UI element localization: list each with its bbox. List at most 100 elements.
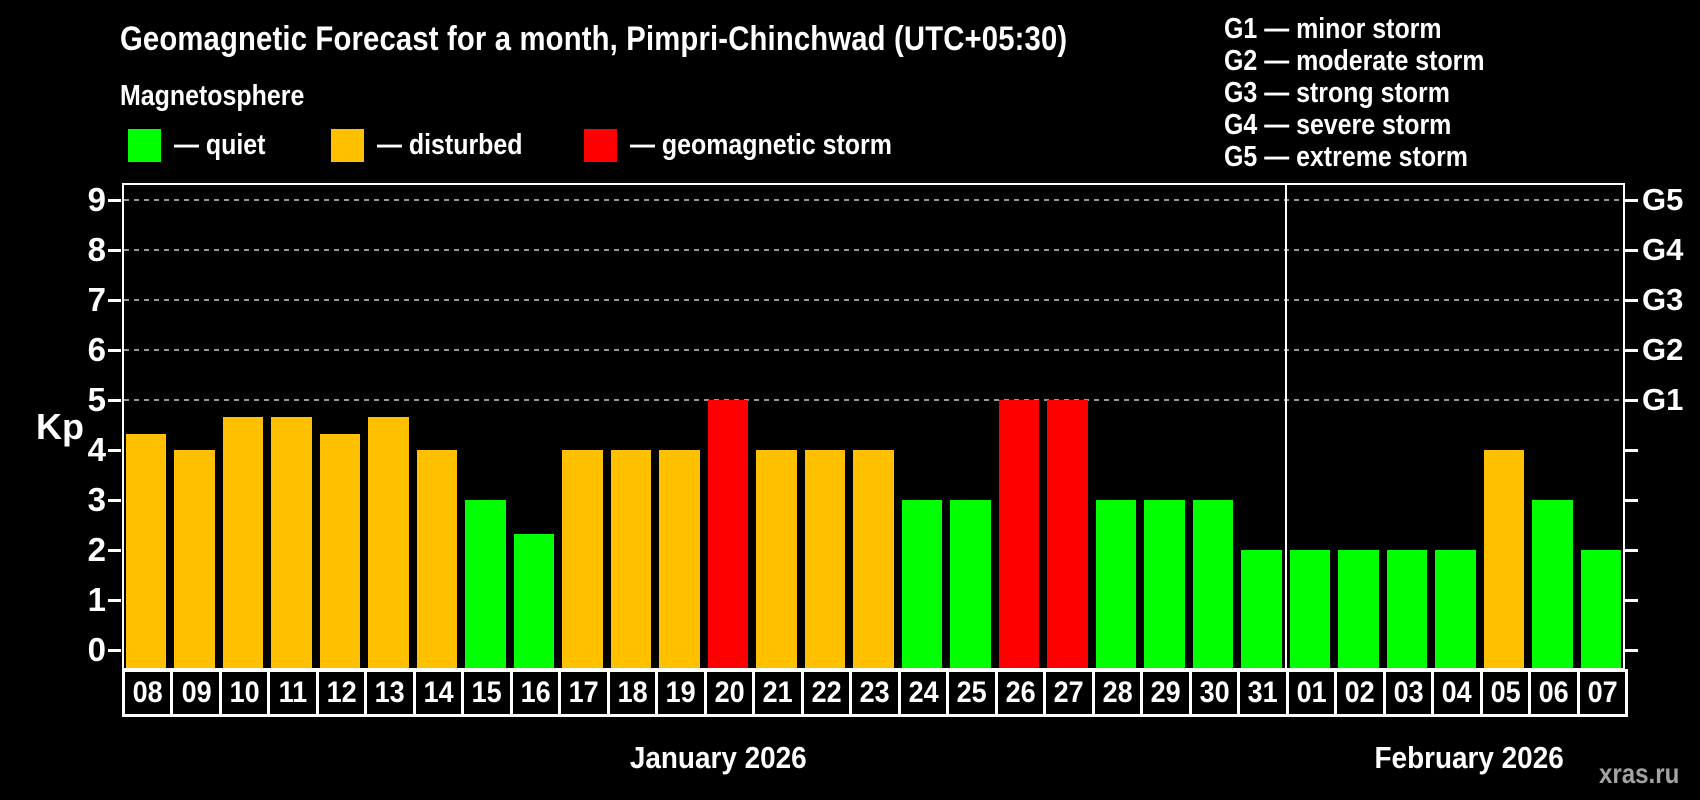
y-tick-mark-left — [108, 599, 121, 602]
y-tick-mark-left — [108, 399, 121, 402]
date-cell: 31 — [1237, 669, 1289, 717]
date-cell: 09 — [170, 669, 222, 717]
kp-bar — [1338, 550, 1379, 670]
date-cell-label: 18 — [617, 676, 648, 709]
y-tick-label: 5 — [87, 381, 106, 418]
date-cell: 03 — [1382, 669, 1435, 717]
kp-bar — [659, 450, 700, 670]
date-cell-label: 10 — [229, 676, 260, 709]
month-label-text: January 2026 — [629, 740, 807, 775]
date-cell-label: 24 — [908, 676, 939, 709]
kp-bar — [756, 450, 797, 670]
legend-item-label: — quiet — [174, 128, 266, 161]
date-cell: 14 — [412, 669, 465, 717]
date-cell: 13 — [364, 669, 416, 717]
date-cell-label: 22 — [811, 676, 842, 709]
y-tick-mark-left — [108, 449, 121, 452]
legend-item-disturbed: — disturbed — [331, 128, 546, 162]
storm-scale-line: G4 — severe storm — [1224, 109, 1527, 141]
kp-bar — [610, 450, 652, 670]
date-cell-label: 19 — [666, 676, 697, 709]
y-tick-mark-left — [108, 649, 121, 652]
kp-bar — [465, 500, 506, 670]
date-cell-label: 17 — [569, 676, 600, 709]
legend-item-quiet: — quiet — [128, 128, 280, 162]
kp-bar — [950, 500, 991, 670]
y-tick-mark-right — [1625, 349, 1638, 352]
y-tick-mark-left — [108, 549, 121, 552]
date-cell-label: 27 — [1053, 676, 1084, 709]
kp-bar — [804, 450, 846, 670]
date-cell-label: 25 — [956, 676, 987, 709]
date-cell-label: 02 — [1344, 676, 1375, 709]
date-cell-label: 21 — [762, 676, 794, 709]
storm-scale-line: G1 — minor storm — [1224, 13, 1527, 45]
storm-scale-text: G1 — minor storm — [1224, 13, 1442, 45]
g-scale-label-g1: G1 — [1642, 382, 1684, 417]
kp-bar — [513, 533, 555, 670]
date-cell-label: 05 — [1490, 676, 1521, 709]
date-cell: 07 — [1576, 669, 1628, 717]
legend-item-storm: — geomagnetic storm — [584, 128, 935, 162]
kp-bar — [853, 450, 894, 670]
date-cell-label: 08 — [132, 676, 163, 709]
gridline-kp-8 — [124, 249, 1623, 251]
kp-bar — [1192, 500, 1234, 670]
g-scale-label-g3: G3 — [1642, 282, 1684, 317]
date-cell: 17 — [558, 669, 610, 717]
date-cell: 23 — [849, 669, 901, 717]
date-cell: 20 — [703, 669, 756, 717]
date-cell: 06 — [1528, 669, 1580, 717]
date-cell: 29 — [1140, 669, 1192, 717]
date-cell-label: 30 — [1199, 676, 1230, 709]
y-axis-title: Kp — [36, 406, 84, 447]
date-cell: 15 — [461, 669, 513, 717]
month-separator-line — [1284, 183, 1287, 670]
storm-swatch-icon — [584, 128, 617, 162]
date-cell: 26 — [994, 669, 1047, 717]
y-tick-label: 2 — [87, 531, 106, 568]
date-cell-label: 12 — [326, 676, 357, 709]
date-cell-label: 07 — [1587, 676, 1618, 709]
date-cell-label: 28 — [1102, 676, 1133, 709]
g-scale-label-g5: G5 — [1642, 182, 1684, 217]
magnetosphere-legend: — quiet — disturbed — geomagnetic storm — [0, 128, 1100, 168]
date-cell: 08 — [122, 669, 174, 717]
quiet-swatch-icon — [128, 128, 161, 162]
date-cell: 11 — [267, 669, 319, 717]
y-tick-mark-left — [108, 499, 121, 502]
storm-scale-line: G5 — extreme storm — [1224, 141, 1527, 173]
y-tick-label: 3 — [87, 481, 106, 518]
kp-bar — [1532, 500, 1573, 670]
date-cell-label: 13 — [375, 676, 406, 709]
y-tick-label: 0 — [87, 631, 106, 668]
date-cell-label: 15 — [472, 676, 503, 709]
kp-bar — [1241, 550, 1282, 670]
y-tick-label: 7 — [87, 281, 106, 318]
storm-scale-text: G5 — extreme storm — [1224, 141, 1468, 173]
storm-scale-text: G2 — moderate storm — [1224, 45, 1485, 77]
date-cell: 12 — [315, 669, 368, 717]
date-cell: 02 — [1334, 669, 1386, 717]
kp-bar — [562, 450, 603, 670]
date-cell: 27 — [1043, 669, 1095, 717]
storm-scale-legend: G1 — minor storm G2 — moderate storm G3 — … — [1224, 13, 1527, 173]
date-cell-label: 26 — [1005, 676, 1036, 709]
y-tick-mark-left — [108, 199, 121, 202]
y-tick-mark-right — [1625, 499, 1638, 502]
date-cell: 24 — [897, 669, 950, 717]
g-scale-label-g2: G2 — [1642, 332, 1684, 367]
y-tick-label: 8 — [87, 231, 106, 268]
kp-bar — [126, 433, 167, 670]
gridline-kp-5 — [124, 399, 1623, 401]
kp-bar — [1483, 450, 1525, 670]
kp-bar — [1580, 550, 1621, 670]
y-tick-mark-right — [1625, 199, 1638, 202]
kp-bar — [1144, 500, 1185, 670]
date-cell: 22 — [800, 669, 853, 717]
gridline-kp-9 — [124, 199, 1623, 201]
month-label-text: February 2026 — [1374, 740, 1564, 775]
kp-bar — [368, 416, 409, 670]
kp-bar — [271, 416, 312, 670]
